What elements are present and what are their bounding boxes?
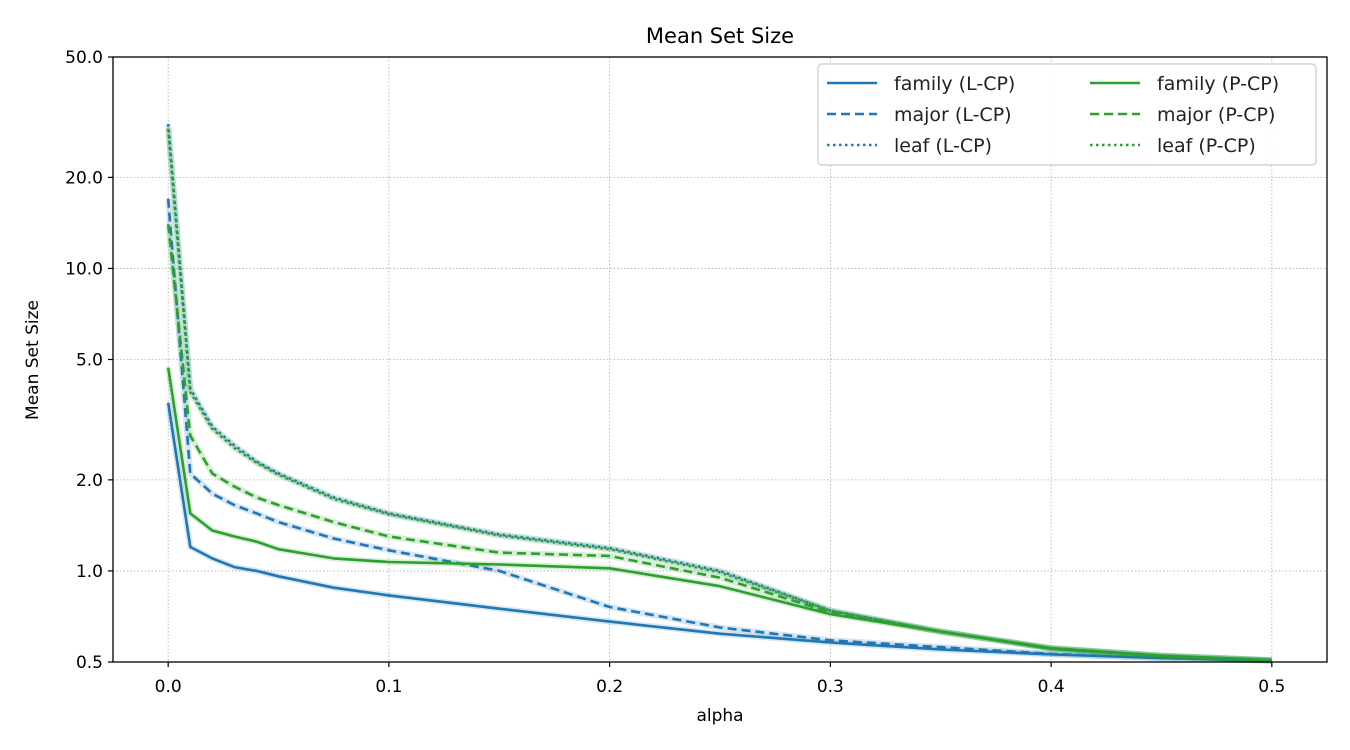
x-tick-label: 0.2 — [596, 677, 623, 697]
x-tick-label: 0.5 — [1258, 677, 1285, 697]
legend-label-leaf-l-cp: leaf (L-CP) — [894, 135, 992, 157]
y-tick-label: 2.0 — [76, 471, 103, 491]
legend-label-family-l-cp: family (L-CP) — [894, 73, 1015, 95]
series-line-major-l-cp — [166, 198, 1272, 662]
series-lines — [165, 123, 1272, 664]
series-line-major-p-cp — [166, 224, 1272, 662]
x-tick-label: 0.4 — [1038, 677, 1065, 697]
x-axis-label: alpha — [696, 706, 743, 726]
y-tick-label: 20.0 — [65, 168, 103, 188]
x-tick-label: 0.3 — [817, 677, 844, 697]
legend-label-family-p-cp: family (P-CP) — [1157, 73, 1279, 95]
legend-box — [817, 63, 1317, 166]
x-tick-label: 0.0 — [155, 677, 182, 697]
series-line-family-p-cp — [166, 367, 1272, 662]
series-line-family-l-cp — [166, 402, 1272, 662]
y-tick-label: 10.0 — [65, 259, 103, 279]
series-band-leaf-p-cp — [165, 128, 1272, 664]
legend: family (L-CP) major (L-CP) leaf (L-CP) fami… — [817, 63, 1317, 166]
y-tick-label: 0.5 — [76, 653, 103, 673]
y-tick-label: 1.0 — [76, 562, 103, 582]
y-tick-label: 5.0 — [76, 351, 103, 371]
x-tick-label: 0.1 — [375, 677, 402, 697]
y-tick-label: 50.0 — [65, 48, 103, 68]
legend-label-major-p-cp: major (P-CP) — [1157, 104, 1275, 126]
axis-ticks: 0.0 0.1 0.2 0.3 0.4 0.5 0.5 1.0 2.0 5.0 10.0 20.0 50… — [65, 48, 1285, 697]
legend-label-major-l-cp: major (L-CP) — [894, 104, 1012, 126]
legend-label-leaf-p-cp: leaf (P-CP) — [1157, 135, 1256, 157]
y-axis-label: Mean Set Size — [23, 300, 43, 420]
chart-title: Mean Set Size — [646, 24, 794, 48]
